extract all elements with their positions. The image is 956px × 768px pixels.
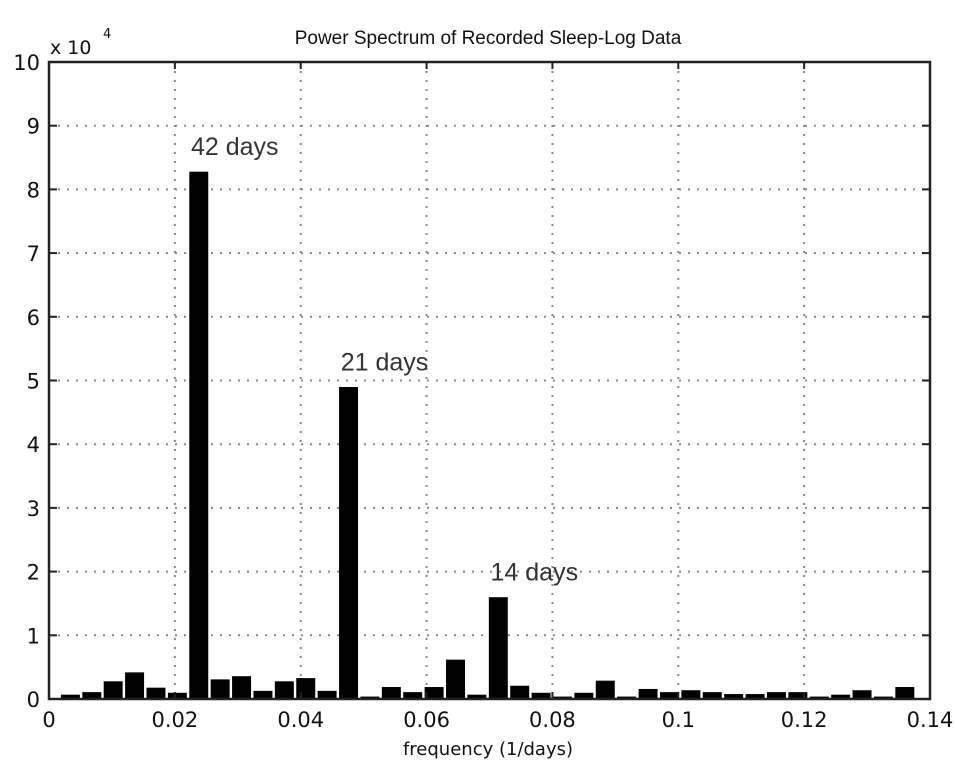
spectrum-bar	[210, 679, 230, 700]
peak-annotations: 42 days 21 days 14 days	[191, 133, 578, 587]
x-tick-label: 0.12	[781, 708, 828, 732]
y-tick-label: 5	[27, 370, 40, 394]
y-tick-label: 2	[27, 561, 40, 585]
y-tick-label: 6	[27, 306, 40, 330]
bars	[60, 171, 915, 700]
y-tick-label: 0	[27, 688, 40, 712]
y-tick-labels: 0 1 2 3 4 5 6 7 8 9 10	[13, 51, 40, 712]
x-tick-label: 0.1	[662, 708, 695, 732]
peak-annotation: 42 days	[191, 133, 279, 161]
spectrum-bar	[895, 687, 915, 700]
x-tick-label: 0.08	[529, 708, 576, 732]
peak-annotation: 21 days	[341, 349, 429, 377]
y-tick-label: 10	[13, 51, 40, 75]
spectrum-bar	[638, 688, 658, 700]
spectrum-bar	[381, 687, 401, 700]
spectrum-bar	[146, 687, 166, 700]
y-multiplier-base: x 10	[50, 37, 91, 59]
spectrum-bar	[339, 387, 359, 700]
spectrum-bar	[296, 678, 316, 700]
y-tick-label: 8	[27, 178, 40, 202]
spectrum-bar	[103, 681, 123, 700]
y-tick-label: 1	[27, 624, 40, 648]
x-tick-label: 0.04	[277, 708, 324, 732]
chart-title: Power Spectrum of Recorded Sleep-Log Dat…	[295, 28, 682, 49]
spectrum-bar	[232, 676, 252, 700]
y-tick-label: 4	[27, 433, 40, 457]
x-tick-label: 0.02	[151, 708, 198, 732]
x-axis-label: frequency (1/days)	[403, 739, 573, 760]
axes	[47, 60, 932, 701]
y-tick-label: 7	[27, 242, 40, 266]
spectrum-bar	[125, 672, 145, 700]
spectrum-bar	[424, 687, 444, 700]
x-tick-label: 0	[42, 708, 55, 732]
x-tick-label: 0.14	[907, 708, 954, 732]
x-tick-labels: 0 0.02 0.04 0.06 0.08 0.1 0.12 0.14	[42, 708, 953, 732]
y-multiplier-exponent: 4	[103, 27, 111, 42]
spectrum-bar	[510, 685, 530, 700]
y-tick-label: 9	[27, 115, 40, 139]
spectrum-bar	[274, 681, 294, 700]
y-multiplier: x 10 4	[50, 27, 111, 59]
spectrum-bar	[595, 680, 615, 700]
spectrum-bar	[446, 659, 466, 700]
x-tick-label: 0.06	[403, 708, 450, 732]
y-tick-label: 3	[27, 497, 40, 521]
spectrum-bar	[488, 597, 508, 700]
peak-annotation: 14 days	[491, 559, 579, 587]
spectrum-bar	[189, 171, 209, 700]
